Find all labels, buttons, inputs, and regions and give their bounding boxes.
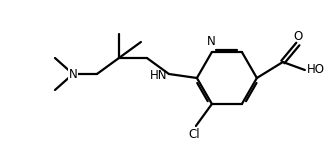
Text: HN: HN	[149, 69, 167, 81]
Text: N: N	[207, 35, 215, 48]
Text: Cl: Cl	[188, 128, 200, 141]
Text: HO: HO	[307, 63, 325, 75]
Text: N: N	[69, 67, 77, 81]
Text: O: O	[293, 30, 303, 43]
